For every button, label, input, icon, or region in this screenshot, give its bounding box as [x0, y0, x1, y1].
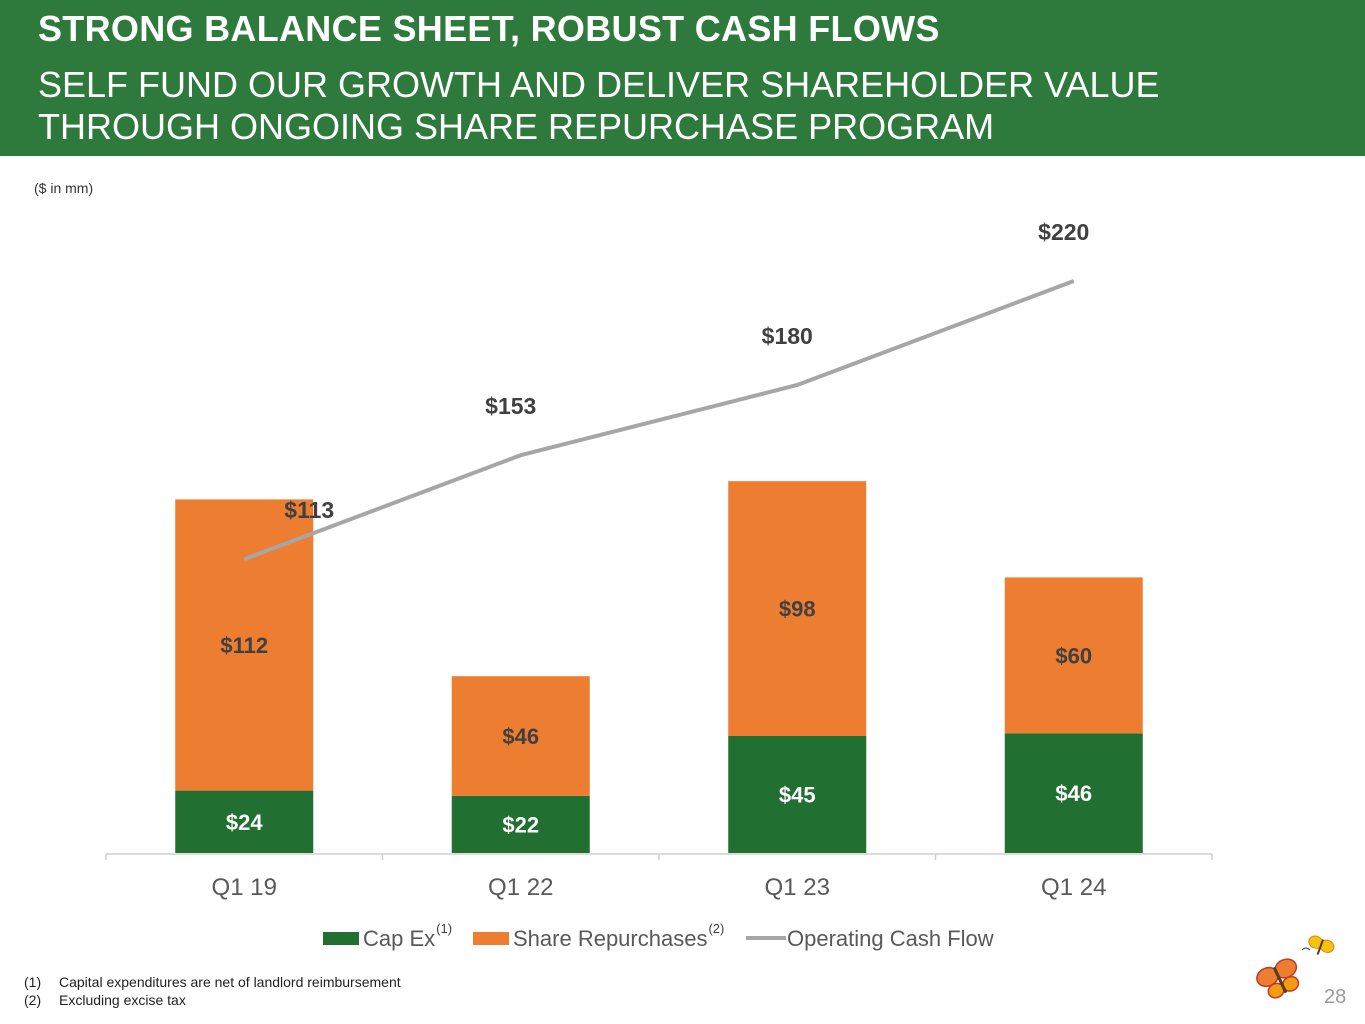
x-tick-label-3: Q1 24	[1041, 874, 1106, 901]
legend-label-operating-cash-flow: Operating Cash Flow	[787, 926, 994, 951]
bar-share-repurchases-0	[175, 499, 314, 791]
label-share-repurchases-1: $46	[502, 724, 539, 749]
header-banner: STRONG BALANCE SHEET, ROBUST CASH FLOWS …	[0, 0, 1365, 156]
bar-cap-ex-0	[175, 790, 314, 853]
footnote-1: (1) Capital expenditures are net of landl…	[24, 973, 401, 991]
page-subtitle: SELF FUND OUR GROWTH AND DELIVER SHAREHO…	[38, 64, 1160, 148]
page-number: 28	[1324, 986, 1347, 1008]
legend-superscript-cap-ex: (1)	[436, 921, 452, 936]
label-operating-cash-flow-2: $180	[762, 323, 813, 349]
line-operating-cash-flow	[243, 279, 1075, 562]
cash-flow-chart: $24 $112 $22 $46 $45 $98 $46 $60 Q1 19 Q1 22 Q1 23…	[105, 219, 1213, 951]
bar-cap-ex-3	[1004, 733, 1143, 853]
legend-swatch-cap-ex	[323, 932, 359, 945]
label-operating-cash-flow-0: $113	[284, 497, 334, 523]
footnote-2: (2) Excluding excise tax	[24, 991, 401, 1009]
bar-share-repurchases-1	[451, 676, 590, 796]
footnotes: (1) Capital expenditures are net of landl…	[24, 973, 401, 1009]
label-cap-ex-2: $45	[779, 783, 816, 808]
label-operating-cash-flow-1: $153	[485, 393, 536, 419]
label-cap-ex-3: $46	[1055, 781, 1092, 806]
footnote-2-number: (2)	[24, 992, 42, 1008]
legend-label-cap-ex: Cap Ex	[363, 926, 435, 951]
bar-cap-ex-2	[728, 736, 867, 853]
legend-superscript-share-repurchases: (2)	[708, 921, 724, 936]
label-operating-cash-flow-3: $220	[1038, 219, 1089, 245]
bar-cap-ex-1	[451, 795, 590, 853]
x-tick-label-0: Q1 19	[212, 874, 277, 901]
label-cap-ex-0: $24	[226, 810, 263, 835]
footnote-1-number: (1)	[24, 974, 42, 990]
label-share-repurchases-3: $60	[1055, 643, 1092, 668]
subtitle-line-1: SELF FUND OUR GROWTH AND DELIVER SHAREHO…	[38, 64, 1160, 105]
label-share-repurchases-0: $112	[220, 633, 268, 658]
legend-label-share-repurchases: Share Repurchases	[513, 926, 707, 951]
label-share-repurchases-2: $98	[779, 597, 816, 622]
page-title: STRONG BALANCE SHEET, ROBUST CASH FLOWS	[38, 8, 940, 49]
units-note: ($ in mm)	[34, 180, 94, 196]
x-tick-label-1: Q1 22	[488, 874, 553, 901]
footnote-1-text: Capital expenditures are net of landlord…	[59, 974, 401, 990]
subtitle-line-2: THROUGH ONGOING SHARE REPURCHASE PROGRAM	[38, 106, 995, 147]
footnote-2-text: Excluding excise tax	[59, 992, 186, 1008]
legend-swatch-share-repurchases	[473, 932, 509, 945]
butterfly-logo-icon	[1256, 935, 1335, 999]
x-tick-label-2: Q1 23	[765, 874, 830, 901]
bar-share-repurchases-2	[728, 481, 867, 736]
label-cap-ex-1: $22	[502, 812, 539, 837]
bar-share-repurchases-3	[1004, 577, 1143, 734]
